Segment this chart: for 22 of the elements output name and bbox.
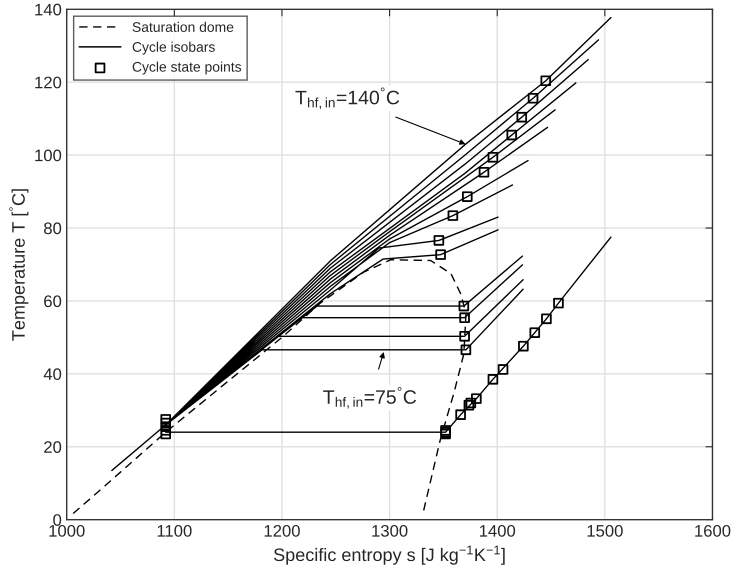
x-tick-label: 1300 bbox=[372, 524, 408, 537]
annotation: T$_{hf,in}$=75$^{°}$C bbox=[323, 387, 416, 409]
y-tick-label: 40 bbox=[44, 368, 62, 380]
annotation: T$_{hf,in}$=140$^{°}$C bbox=[295, 88, 400, 110]
y-tick-label: 20 bbox=[44, 441, 62, 453]
y-tick-label: 60 bbox=[44, 295, 62, 308]
x-axis-title: Specific entropy s [J kg$^{−1}$K$^{−1}$] bbox=[274, 546, 505, 565]
legend-label: Cycle isobars bbox=[132, 42, 215, 55]
x-tick-label: 1600 bbox=[695, 524, 730, 537]
legend-label: Saturation dome bbox=[132, 22, 234, 32]
y-axis-title: Temperature T [$^{°}$C] bbox=[9, 189, 28, 341]
y-tick-label: 0 bbox=[53, 514, 62, 526]
x-tick-label: 1200 bbox=[264, 524, 300, 537]
x-tick-label: 1400 bbox=[480, 524, 516, 537]
y-tick-label: 140 bbox=[35, 4, 62, 16]
x-tick-label: 1500 bbox=[588, 524, 623, 537]
x-tick-label: 1100 bbox=[158, 524, 192, 537]
y-tick-label: 100 bbox=[35, 150, 62, 162]
x-tick-label: 1000 bbox=[49, 524, 85, 537]
y-tick-label: 80 bbox=[44, 222, 62, 234]
y-tick-label: 120 bbox=[35, 76, 62, 88]
legend-label: Cycle state points bbox=[132, 62, 242, 75]
